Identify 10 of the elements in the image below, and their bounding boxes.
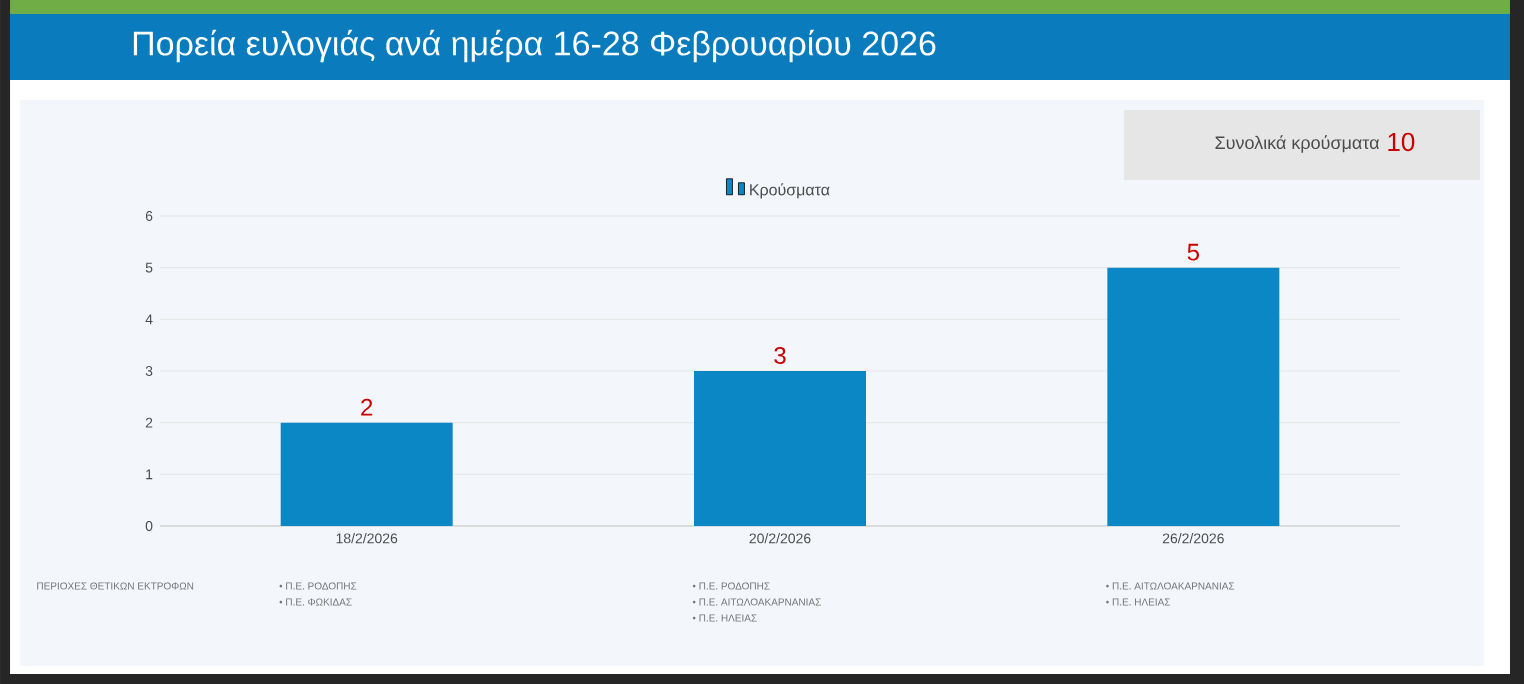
- bar: [280, 422, 453, 526]
- bar: [694, 370, 867, 526]
- chart-title: Πορεία ευλογιάς ανά ημέρα 16-28 Φεβρουαρίου 2026: [133, 29, 936, 63]
- data-label: 5: [1187, 243, 1199, 261]
- text: Συνολικά κρούσματα: [1215, 135, 1380, 153]
- text: 10: [1388, 132, 1415, 152]
- legend-label: Κρούσματα: [750, 183, 830, 199]
- data-label: 2: [361, 398, 373, 416]
- bar: [1107, 267, 1280, 526]
- data-label: 3: [774, 346, 786, 364]
